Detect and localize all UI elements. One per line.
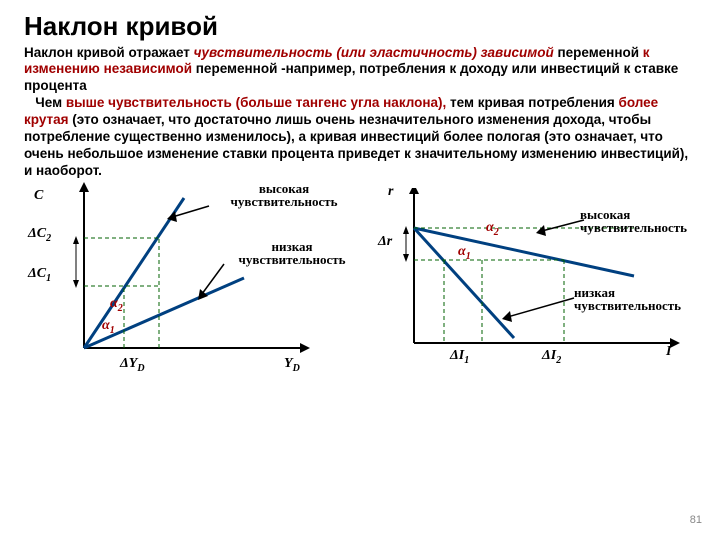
c2-yaxis: r <box>388 184 393 200</box>
c1-dc1: ΔC1 <box>28 266 51 284</box>
c2-di1: ΔI1 <box>450 348 469 366</box>
t1b: чувствительность (или эластичность) зави… <box>194 45 554 60</box>
chart-consumption: C ΔC2 ΔC1 α2 α1 ΔYD YD высокая чувствите… <box>24 178 364 388</box>
c2-a1: α1 <box>458 244 471 262</box>
t2f: кривая инвестиций более пологая <box>310 129 544 144</box>
t1a: Наклон кривой отражает <box>24 45 194 60</box>
charts-area: C ΔC2 ΔC1 α2 α1 ΔYD YD высокая чувствите… <box>24 178 696 398</box>
t2b: выше чувствительность (больше тангенс уг… <box>66 95 446 110</box>
chart-investment: r Δr α2 α1 ΔI1 ΔI2 I высокая чувствитель… <box>374 188 704 388</box>
c2-hi: высокая чувствительность <box>580 208 704 235</box>
c1-a2: α2 <box>110 296 123 314</box>
c1-a1: α1 <box>102 318 115 336</box>
c2-dr: Δr <box>378 234 392 250</box>
chart1-svg <box>24 178 364 388</box>
page-number: 81 <box>690 514 702 526</box>
t1c: переменной <box>554 45 643 60</box>
c1-yd: YD <box>284 356 300 374</box>
body-text: Наклон кривой отражает чувствительность … <box>24 45 696 180</box>
c2-lo: низкая чувствительность <box>574 286 704 313</box>
c1-dc2: ΔC2 <box>28 226 51 244</box>
c2-a2: α2 <box>486 220 499 238</box>
t2c: тем кривая потребления <box>446 95 618 110</box>
slide-title: Наклон кривой <box>24 12 696 41</box>
c1-lo: низкая чувствительность <box>220 240 364 267</box>
c2-di2: ΔI2 <box>542 348 561 366</box>
t2a: Чем <box>35 95 66 110</box>
c1-dyd: ΔYD <box>120 356 145 374</box>
c2-I: I <box>666 344 671 360</box>
c1-hi: высокая чувствительность <box>204 182 364 209</box>
c1-yaxis: C <box>34 188 43 204</box>
